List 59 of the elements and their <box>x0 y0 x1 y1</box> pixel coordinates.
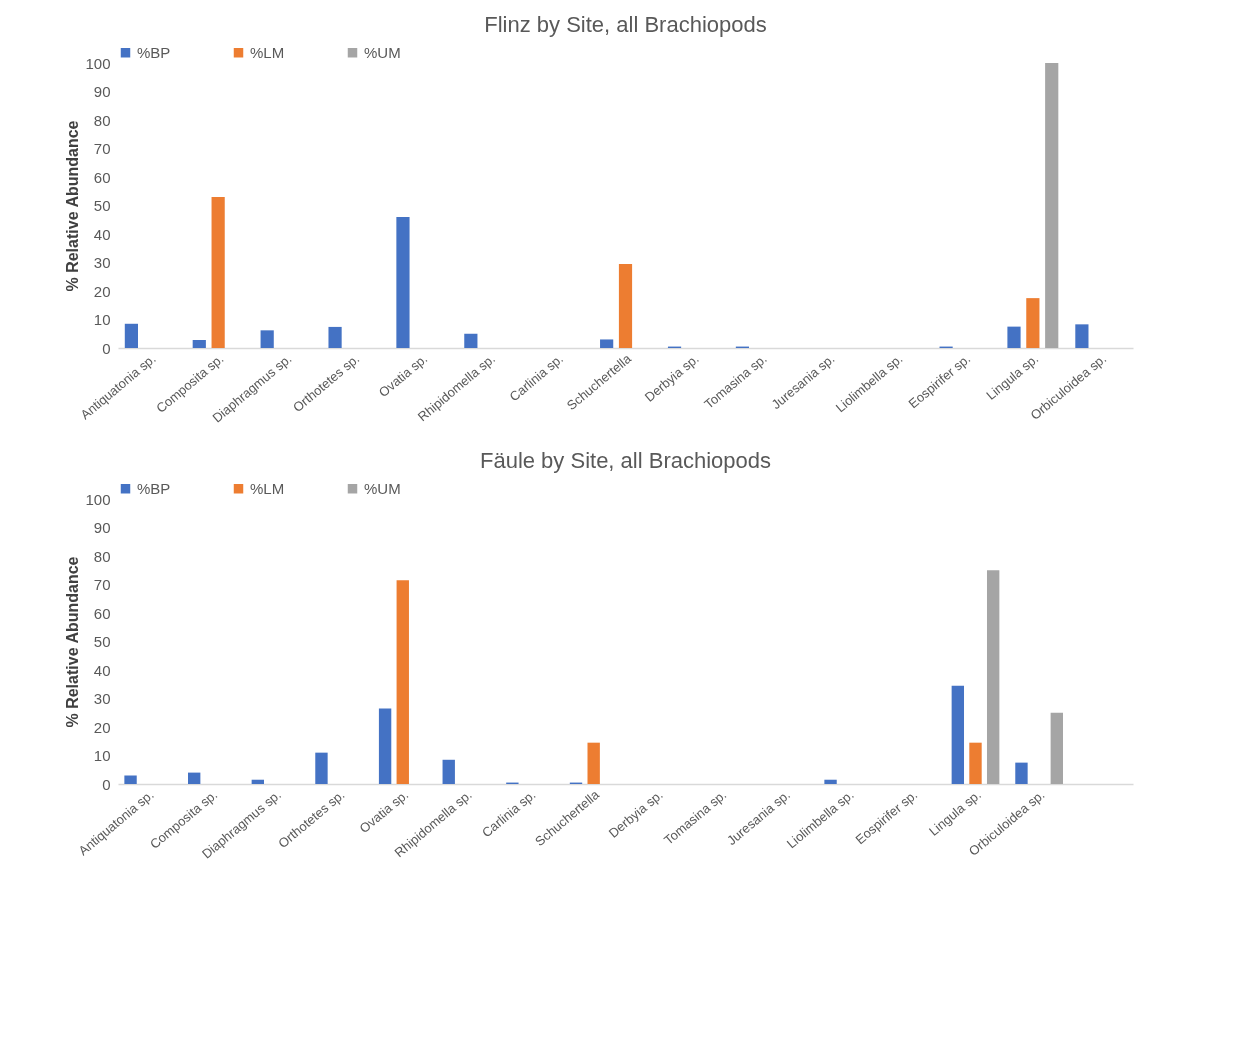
y-tick-label: 40 <box>93 661 111 679</box>
y-tick-label: 10 <box>93 311 111 328</box>
bar <box>969 742 982 784</box>
y-tick-label: 30 <box>93 254 111 271</box>
bar <box>315 752 328 784</box>
bar <box>1026 298 1040 348</box>
bar <box>1015 762 1028 784</box>
bar <box>124 323 138 348</box>
y-tick-label: 100 <box>85 54 111 72</box>
bar <box>378 708 392 784</box>
bar <box>124 775 137 784</box>
y-tick-label: 70 <box>93 576 111 593</box>
bar <box>396 216 410 348</box>
bar <box>824 779 837 784</box>
y-tick-label: 80 <box>93 547 111 565</box>
bar <box>396 580 409 784</box>
bar <box>260 330 274 348</box>
bar <box>328 326 342 348</box>
y-axis-title: % Relative Abundance <box>64 556 82 728</box>
y-tick-label: 10 <box>93 747 111 764</box>
y-tick-label: 20 <box>93 282 111 300</box>
y-tick-label: 70 <box>93 140 111 157</box>
bar <box>1050 712 1063 784</box>
y-tick-label: 60 <box>93 168 111 186</box>
bar <box>188 772 201 784</box>
bar <box>464 333 478 348</box>
bar <box>192 340 206 348</box>
bar <box>600 339 614 348</box>
bar <box>1007 326 1021 348</box>
legend-label: %UM <box>364 43 401 61</box>
y-tick-label: 0 <box>102 339 111 357</box>
bar <box>618 263 633 348</box>
y-axis-title: % Relative Abundance <box>64 120 82 292</box>
y-tick-label: 50 <box>93 633 111 650</box>
y-tick-label: 80 <box>93 111 111 129</box>
y-tick-label: 0 <box>102 775 111 793</box>
legend-label: %LM <box>250 479 285 497</box>
legend-label: %UM <box>364 479 401 497</box>
bar <box>251 779 265 784</box>
y-tick-label: 20 <box>93 718 111 736</box>
y-tick-label: 90 <box>93 519 111 536</box>
bar <box>442 759 455 784</box>
y-tick-label: 90 <box>93 83 111 100</box>
y-tick-label: 40 <box>93 225 111 243</box>
y-tick-label: 30 <box>93 690 111 707</box>
chart-title: Fäule by Site, all Brachiopods <box>479 448 772 473</box>
bar <box>1075 324 1089 348</box>
legend-label: %LM <box>250 43 285 61</box>
bar <box>587 742 600 784</box>
y-tick-label: 60 <box>93 604 111 622</box>
bar <box>1045 63 1059 348</box>
y-tick-label: 50 <box>93 197 111 214</box>
bar <box>951 685 965 784</box>
bar <box>986 570 1000 784</box>
chart-title: Flinz by Site, all Brachiopods <box>484 12 767 37</box>
bar <box>211 196 225 348</box>
legend-label: %BP <box>137 479 171 497</box>
y-tick-label: 100 <box>85 490 111 508</box>
legend-label: %BP <box>137 43 171 61</box>
